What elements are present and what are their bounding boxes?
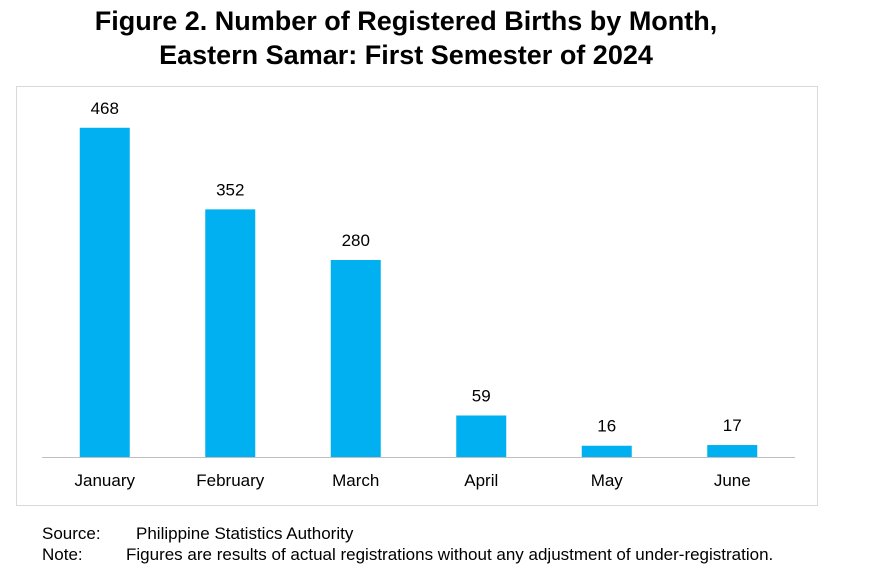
bar-june <box>707 445 758 457</box>
x-tick-label-june: June <box>714 471 751 490</box>
chart-area <box>16 86 818 506</box>
data-label-april: 59 <box>472 386 491 405</box>
bar-january <box>79 127 130 458</box>
source-value: Philippine Statistics Authority <box>136 524 354 543</box>
note-label: Note: <box>42 545 83 564</box>
chart-title: Figure 2. Number of Registered Births by… <box>0 4 812 72</box>
bar-april <box>456 415 507 457</box>
x-tick-label-march: March <box>332 471 379 490</box>
data-label-february: 352 <box>216 180 244 199</box>
x-tick-label-may: May <box>591 471 624 490</box>
x-tick-label-april: April <box>464 471 498 490</box>
bar-may <box>581 445 632 457</box>
source-label: Source: <box>42 524 101 543</box>
source-line: Source: Philippine Statistics Authority <box>42 524 353 544</box>
bar-march <box>330 260 381 457</box>
data-label-june: 17 <box>723 416 742 435</box>
chart-title-line-1: Figure 2. Number of Registered Births by… <box>94 6 718 36</box>
note-value: Figures are results of actual registrati… <box>126 545 774 564</box>
x-tick-label-february: February <box>196 471 265 490</box>
bar-february <box>205 209 256 457</box>
x-tick-label-january: January <box>75 471 136 490</box>
data-label-may: 16 <box>597 417 616 436</box>
data-label-march: 280 <box>342 231 370 250</box>
note-line: Note: Figures are results of actual regi… <box>42 545 773 565</box>
chart-title-line-2: Eastern Samar: First Semester of 2024 <box>159 40 653 70</box>
data-label-january: 468 <box>91 99 119 118</box>
